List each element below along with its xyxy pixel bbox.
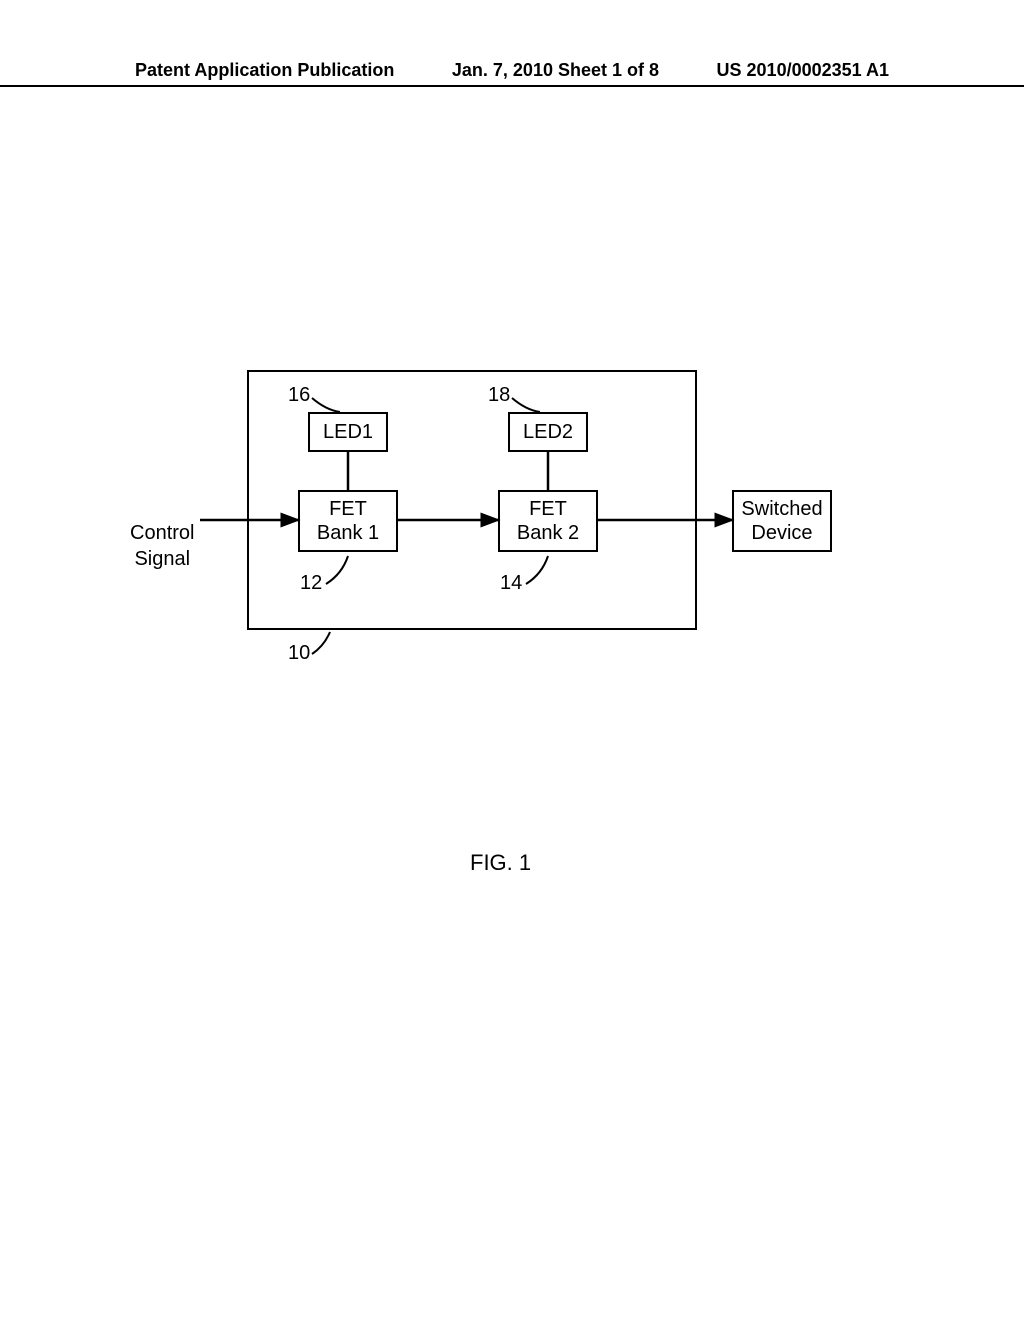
leader-18 xyxy=(512,398,540,412)
leader-10 xyxy=(312,632,330,654)
figure-label-text: FIG. 1 xyxy=(470,850,531,875)
connectors-svg xyxy=(0,370,900,690)
header-row: Patent Application Publication Jan. 7, 2… xyxy=(0,60,1024,81)
leader-14 xyxy=(526,556,548,584)
leader-16 xyxy=(312,398,340,412)
figure-label: FIG. 1 xyxy=(470,850,531,876)
page-header: Patent Application Publication Jan. 7, 2… xyxy=(0,60,1024,87)
leader-12 xyxy=(326,556,348,584)
diagram: LED1 LED2 FET Bank 1 FET Bank 2 Switched… xyxy=(0,370,1024,770)
header-left: Patent Application Publication xyxy=(135,60,394,81)
header-center: Jan. 7, 2010 Sheet 1 of 8 xyxy=(452,60,659,81)
header-right: US 2010/0002351 A1 xyxy=(717,60,889,81)
